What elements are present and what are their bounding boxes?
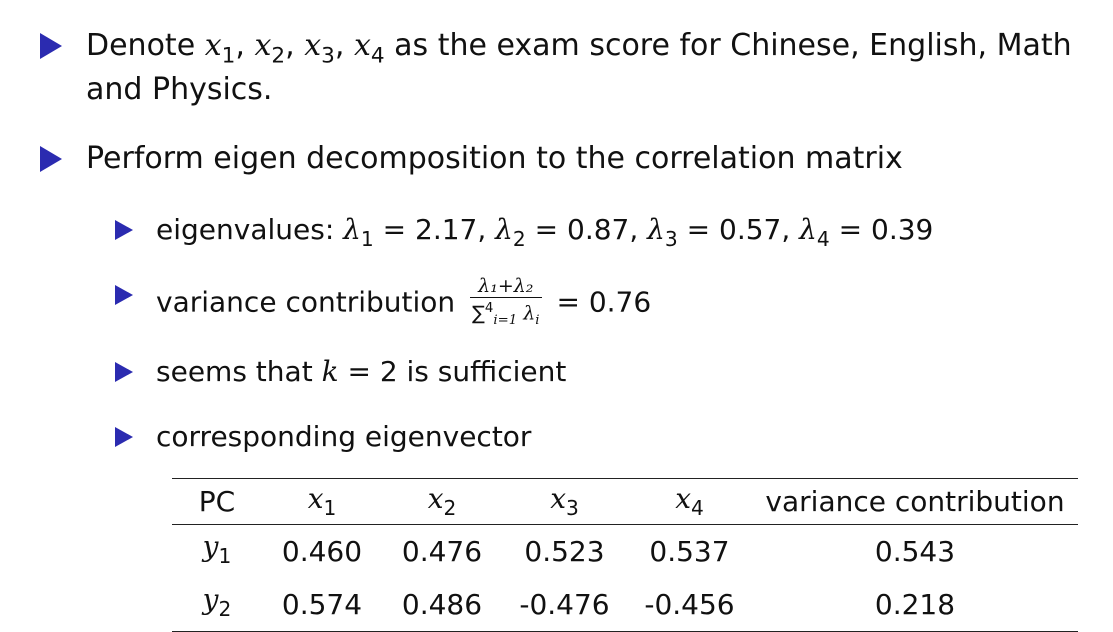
eigenvalues-lead: eigenvalues:	[156, 213, 335, 246]
table-cell: 0.543	[874, 534, 956, 568]
denote-rest2: and Physics.	[86, 72, 273, 107]
lambda-1: λ1	[343, 213, 374, 252]
table-cell: 0.486	[401, 587, 483, 621]
bullet-triangle-icon	[40, 33, 62, 59]
sum-lower: i=1	[493, 312, 518, 328]
header-x2: x2	[382, 478, 502, 526]
var-x3: x3	[304, 28, 335, 69]
bullet-triangle-icon	[40, 146, 62, 172]
lambda-3: λ3	[647, 213, 678, 252]
bullet-eigen: Perform eigen decomposition to the corre…	[86, 139, 903, 179]
var-x2: x2	[254, 28, 286, 69]
header-x1: x1	[262, 478, 382, 526]
sub-k-sufficient: seems that k = 2 is sufficient	[156, 352, 566, 392]
sum-symbol: ∑	[472, 302, 485, 325]
denote-lead: Denote	[86, 28, 196, 63]
table-cell: 0.523	[524, 534, 605, 568]
lambda-2-value: = 0.87,	[534, 213, 639, 246]
table-cell: 0.537	[649, 534, 730, 568]
variance-fraction: λ₁+λ₂ ∑4i=1 λi	[470, 275, 542, 332]
header-x4: x4	[627, 478, 752, 526]
k-rest: = 2 is sufficient	[347, 355, 567, 388]
row-pc-label: y1	[202, 530, 232, 569]
fraction-denominator: ∑4i=1 λi	[470, 298, 542, 332]
table-cell: 0.218	[874, 587, 956, 621]
eigenvector-table: PC x1 x2 x3 x4 variance contribution y1 …	[172, 478, 1078, 632]
table-row: y2 0.574 0.486 -0.476 -0.456 0.218	[172, 578, 1078, 632]
header-pc: PC	[172, 478, 262, 526]
table-cell: 0.574	[281, 587, 363, 621]
table-row: y1 0.460 0.476 0.523 0.537 0.543	[172, 525, 1078, 579]
variance-value: = 0.76	[556, 285, 652, 319]
lambda-4-value: = 0.39	[838, 213, 934, 246]
var-x4: x4	[353, 28, 385, 69]
den-lambda: λ	[523, 302, 536, 325]
lambda-3-value: = 0.57,	[686, 213, 791, 246]
table-header-row: PC x1 x2 x3 x4 variance contribution	[172, 478, 1078, 526]
table-cell: -0.476	[519, 587, 610, 621]
var-k: k	[321, 355, 339, 388]
sub-bullet-triangle-icon	[115, 220, 133, 240]
header-variance-contribution: variance contribution	[752, 478, 1078, 526]
lambda-4: λ4	[799, 213, 830, 252]
header-x3: x3	[502, 478, 627, 526]
var-x1: x1	[204, 28, 236, 69]
bullet-denote: Denote x1, x2, x3, x4 as the exam score …	[86, 28, 1072, 69]
table-cell: -0.456	[644, 587, 735, 621]
eigenvector-text: corresponding eigenvector	[156, 420, 532, 453]
sum-upper: 4	[484, 301, 494, 316]
lambda-2: λ2	[495, 213, 526, 252]
sub-eigenvector: corresponding eigenvector	[156, 417, 531, 457]
lambda-1-value: = 2.17,	[382, 213, 487, 246]
k-lead: seems that	[156, 355, 313, 388]
sub-bullet-triangle-icon	[115, 427, 133, 447]
bullet-denote-cont: and Physics.	[86, 70, 272, 110]
den-i: i	[535, 312, 540, 328]
row-pc-label: y2	[202, 583, 232, 622]
eigen-text: Perform eigen decomposition to the corre…	[86, 141, 903, 176]
sub-bullet-triangle-icon	[115, 285, 133, 305]
sub-bullet-triangle-icon	[115, 362, 133, 382]
table-cell: 0.460	[281, 534, 363, 568]
fraction-numerator: λ₁+λ₂	[470, 275, 542, 298]
denote-rest1: as the exam score for Chinese, English, …	[394, 28, 1072, 63]
table-cell: 0.476	[401, 534, 483, 568]
variance-lead: variance contribution	[156, 285, 456, 319]
sub-variance-contribution: variance contribution λ₁+λ₂ ∑4i=1 λi = 0…	[156, 275, 651, 332]
sub-eigenvalues: eigenvalues: λ1 = 2.17, λ2 = 0.87, λ3 = …	[156, 210, 933, 259]
